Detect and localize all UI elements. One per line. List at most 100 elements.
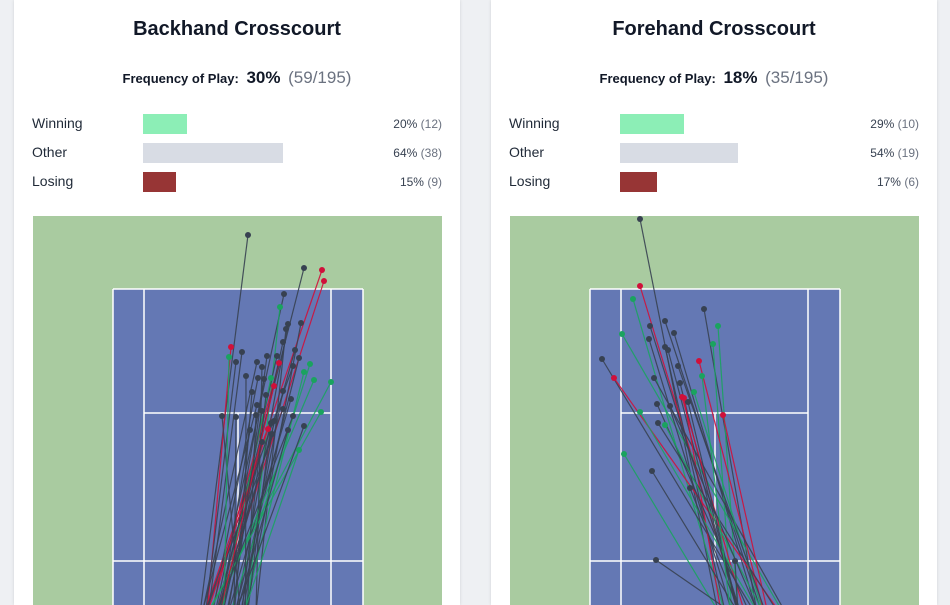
shot-trajectory xyxy=(621,333,780,605)
shot-trajectory xyxy=(244,371,305,605)
shot-trajectory xyxy=(216,293,285,605)
shot-trajectory xyxy=(221,415,241,605)
shot-landing-point xyxy=(269,431,275,437)
frequency-count: (35/195) xyxy=(765,68,829,87)
shot-landing-point xyxy=(281,291,287,297)
outcome-bar-winning xyxy=(143,114,187,134)
shot-landing-point xyxy=(261,376,267,382)
shot-landing-point xyxy=(271,383,277,389)
outcome-label: Other xyxy=(32,144,68,160)
shot-landing-point xyxy=(245,232,251,238)
shot-landing-point xyxy=(675,363,681,369)
shot-landing-point xyxy=(319,267,325,273)
shot-landing-point xyxy=(599,356,605,362)
shot-trajectory xyxy=(701,375,731,605)
shot-landing-point xyxy=(665,347,671,353)
outcome-value: 64% (38) xyxy=(393,146,442,160)
shot-landing-point xyxy=(701,306,707,312)
shot-landing-point xyxy=(655,420,661,426)
outcome-count: (19) xyxy=(897,146,919,160)
outcome-bar-other xyxy=(143,143,283,163)
shot-trajectory xyxy=(653,377,782,605)
outcome-value: 54% (19) xyxy=(870,146,919,160)
shot-landing-point xyxy=(646,336,652,342)
shot-landing-point xyxy=(301,369,307,375)
shot-landing-point xyxy=(298,320,304,326)
shot-landing-point xyxy=(296,447,302,453)
shot-landing-point xyxy=(263,392,269,398)
shot-landing-point xyxy=(630,296,636,302)
shot-landing-point xyxy=(677,380,683,386)
shot-landing-point xyxy=(318,409,324,415)
shot-trajectory xyxy=(218,379,315,605)
shot-landing-point xyxy=(290,363,296,369)
shot-landing-point xyxy=(290,413,296,419)
outcome-count: (9) xyxy=(427,175,442,189)
outcome-bar-winning xyxy=(620,114,684,134)
outcome-percent: 29% xyxy=(870,117,895,131)
outcome-bar-other xyxy=(620,143,738,163)
panel-title: Forehand Crosscourt xyxy=(612,18,816,40)
shot-landing-point xyxy=(611,375,617,381)
shot-landing-point xyxy=(259,408,265,414)
outcome-label: Winning xyxy=(509,115,560,131)
frequency-label: Frequency of Play: xyxy=(599,71,716,86)
outcome-value: 20% (12) xyxy=(393,117,442,131)
shot-landing-point xyxy=(285,427,291,433)
outcome-label: Losing xyxy=(509,173,551,189)
shot-trajectory xyxy=(655,559,723,605)
shot-trajectory xyxy=(734,560,739,605)
shot-trajectory xyxy=(698,360,763,605)
shot-landing-point xyxy=(649,468,655,474)
tennis-court-shot-map xyxy=(510,216,919,605)
outcome-row-other: Other 54% (19) xyxy=(491,143,937,163)
outcome-label: Losing xyxy=(32,173,74,189)
shot-landing-point xyxy=(654,401,660,407)
shot-landing-point xyxy=(247,427,253,433)
outcome-row-losing: Losing 15% (9) xyxy=(14,172,460,192)
shot-landing-point xyxy=(671,330,677,336)
shot-trajectory xyxy=(245,449,300,605)
shot-trajectory xyxy=(649,325,739,605)
shot-landing-point xyxy=(277,304,283,310)
shot-trajectory xyxy=(255,366,263,605)
shot-landing-point xyxy=(226,354,232,360)
shot-landing-point xyxy=(699,373,705,379)
shot-trajectory xyxy=(243,420,275,605)
outcome-value: 15% (9) xyxy=(400,175,442,189)
shot-trajectory xyxy=(238,429,289,605)
frequency-percent: 18% xyxy=(723,68,758,87)
shot-trajectory xyxy=(223,356,230,605)
shot-landing-point xyxy=(691,389,697,395)
frequency-percent: 30% xyxy=(246,68,281,87)
shot-landing-point xyxy=(280,339,286,345)
shot-landing-point xyxy=(679,394,685,400)
outcome-label: Other xyxy=(509,144,545,160)
shot-landing-point xyxy=(259,439,265,445)
shot-landing-point xyxy=(265,426,271,432)
shot-trajectory xyxy=(639,411,755,605)
outcome-bar-losing xyxy=(143,172,176,192)
outcome-count: (10) xyxy=(897,117,919,131)
shot-trajectory xyxy=(242,394,267,605)
shot-landing-point xyxy=(720,412,726,418)
frequency-label: Frequency of Play: xyxy=(122,71,239,86)
shot-landing-point xyxy=(285,321,291,327)
shot-trajectory xyxy=(205,361,237,605)
shot-trajectory xyxy=(218,415,294,605)
shot-panel-backhand: Backhand Crosscourt Frequency of Play: 3… xyxy=(14,0,460,605)
shot-landing-point xyxy=(710,341,716,347)
shot-landing-point xyxy=(228,344,234,350)
shot-landing-point xyxy=(288,396,294,402)
outcome-percent: 17% xyxy=(876,175,901,189)
shot-landing-point xyxy=(619,331,625,337)
outcome-percent: 15% xyxy=(399,175,424,189)
outcome-count: (12) xyxy=(420,117,442,131)
shot-trajectory xyxy=(247,422,272,605)
shot-landing-point xyxy=(292,347,298,353)
outcome-value: 17% (6) xyxy=(877,175,919,189)
shot-trajectory xyxy=(220,429,251,605)
outcome-label: Winning xyxy=(32,115,83,131)
shot-trajectory xyxy=(703,308,757,605)
outcome-percent: 54% xyxy=(870,146,895,160)
